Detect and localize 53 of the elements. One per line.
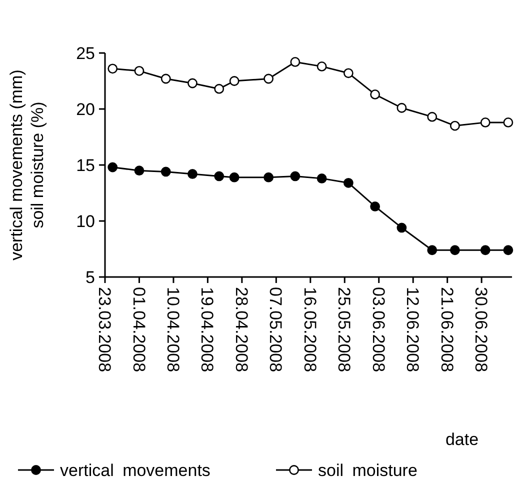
x-tick-label: 12.06.2008: [403, 287, 422, 372]
y-axis-title: vertical movements (mm) soil moisture (%): [7, 70, 47, 260]
legend-label: vertical movements: [60, 460, 210, 480]
point: [134, 66, 144, 76]
point: [396, 222, 407, 233]
point: [450, 120, 460, 131]
legend-label: soil moisture: [318, 460, 418, 480]
point: [480, 245, 490, 256]
point: [108, 64, 118, 74]
point: [160, 74, 171, 84]
point: [214, 84, 224, 94]
y-tick-label: 5: [86, 268, 95, 287]
point: [480, 117, 490, 128]
point: [370, 89, 380, 100]
point: [427, 112, 438, 122]
point: [370, 201, 380, 212]
point: [264, 74, 274, 84]
point: [134, 166, 144, 176]
point: [450, 245, 460, 256]
point: [290, 57, 300, 67]
point: [503, 245, 514, 256]
y-tick-label: 20: [76, 100, 95, 119]
point: [188, 78, 198, 88]
point: [343, 178, 354, 188]
point: [264, 172, 274, 182]
point: [290, 171, 300, 182]
point: [396, 102, 407, 113]
x-tick-label: 01.04.2008: [129, 287, 148, 372]
x-tick-label: 25.05.2008: [334, 287, 354, 372]
x-tick-label: 16.05.2008: [300, 287, 320, 372]
x-tick-label: 10.04.2008: [164, 287, 183, 372]
x-tick-label: 21.06.2008: [437, 287, 456, 372]
y-tick-label: 25: [76, 44, 95, 63]
point: [160, 166, 171, 177]
y-tick-label: 10: [76, 212, 95, 231]
point: [214, 171, 224, 182]
point: [503, 117, 514, 128]
x-tick-label: 03.06.2008: [368, 287, 388, 372]
point: [316, 173, 327, 184]
point: [316, 61, 327, 72]
x-tick-label: 28.04.2008: [232, 287, 251, 372]
point: [108, 162, 118, 172]
point: [188, 169, 198, 179]
point: [343, 68, 354, 78]
x-tick-label: 19.04.2008: [198, 287, 217, 372]
x-tick-label: 30.06.2008: [472, 287, 491, 372]
x-tick-label: 07.05.2008: [266, 287, 286, 372]
point: [229, 172, 240, 182]
point: [229, 76, 240, 86]
y-tick-label: 15: [76, 156, 95, 175]
x-tick-label: 23.03.2008: [95, 287, 114, 372]
point: [427, 245, 438, 256]
x-axis-title: date: [445, 430, 479, 449]
